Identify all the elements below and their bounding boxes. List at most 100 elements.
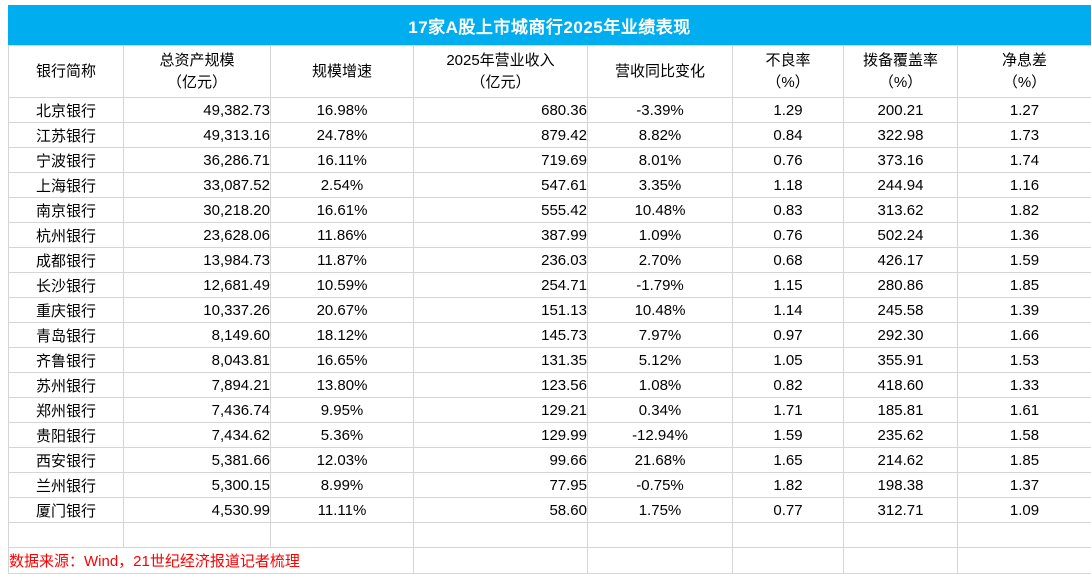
column-header-nim: 净息差（%）	[958, 46, 1091, 98]
cell-revenue: 99.66	[414, 448, 588, 473]
cell-rev_change: -0.75%	[588, 473, 733, 498]
column-header-label: 2025年营业收入	[414, 50, 587, 72]
cell-growth: 16.65%	[271, 348, 414, 373]
cell-npl: 1.71	[733, 398, 844, 423]
empty-cell	[271, 523, 414, 548]
cell-rev_change: 1.75%	[588, 498, 733, 523]
empty-cell	[733, 548, 844, 574]
cell-assets: 30,218.20	[124, 198, 271, 223]
cell-bank: 宁波银行	[9, 148, 124, 173]
cell-revenue: 131.35	[414, 348, 588, 373]
cell-rev_change: 10.48%	[588, 198, 733, 223]
cell-npl: 1.15	[733, 273, 844, 298]
cell-coverage: 426.17	[844, 248, 958, 273]
cell-revenue: 145.73	[414, 323, 588, 348]
cell-nim: 1.39	[958, 298, 1091, 323]
cell-growth: 11.86%	[271, 223, 414, 248]
cell-npl: 0.82	[733, 373, 844, 398]
column-header-assets: 总资产规模（亿元）	[124, 46, 271, 98]
cell-bank: 北京银行	[9, 98, 124, 123]
cell-npl: 1.29	[733, 98, 844, 123]
cell-nim: 1.09	[958, 498, 1091, 523]
cell-npl: 1.14	[733, 298, 844, 323]
cell-nim: 1.61	[958, 398, 1091, 423]
column-header-unit: （亿元）	[414, 72, 587, 94]
cell-revenue: 680.36	[414, 98, 588, 123]
column-header-unit: （%）	[844, 72, 957, 94]
empty-cell	[844, 548, 958, 574]
column-header-label: 不良率	[733, 50, 843, 72]
cell-growth: 11.87%	[271, 248, 414, 273]
cell-nim: 1.66	[958, 323, 1091, 348]
cell-nim: 1.85	[958, 448, 1091, 473]
cell-npl: 1.05	[733, 348, 844, 373]
cell-bank: 上海银行	[9, 173, 124, 198]
cell-rev_change: 8.82%	[588, 123, 733, 148]
cell-assets: 7,436.74	[124, 398, 271, 423]
cell-nim: 1.16	[958, 173, 1091, 198]
cell-growth: 18.12%	[271, 323, 414, 348]
cell-npl: 0.68	[733, 248, 844, 273]
column-header-unit: （亿元）	[124, 72, 270, 94]
cell-coverage: 198.38	[844, 473, 958, 498]
cell-growth: 9.95%	[271, 398, 414, 423]
cell-revenue: 129.21	[414, 398, 588, 423]
cell-coverage: 245.58	[844, 298, 958, 323]
column-header-growth: 规模增速	[271, 46, 414, 98]
cell-coverage: 280.86	[844, 273, 958, 298]
cell-npl: 0.84	[733, 123, 844, 148]
cell-bank: 西安银行	[9, 448, 124, 473]
cell-nim: 1.74	[958, 148, 1091, 173]
cell-coverage: 235.62	[844, 423, 958, 448]
cell-revenue: 387.99	[414, 223, 588, 248]
cell-assets: 12,681.49	[124, 273, 271, 298]
column-header-revenue: 2025年营业收入（亿元）	[414, 46, 588, 98]
cell-bank: 长沙银行	[9, 273, 124, 298]
cell-revenue: 77.95	[414, 473, 588, 498]
cell-revenue: 879.42	[414, 123, 588, 148]
cell-revenue: 58.60	[414, 498, 588, 523]
column-header-label: 总资产规模	[124, 50, 270, 72]
cell-npl: 0.83	[733, 198, 844, 223]
cell-coverage: 312.71	[844, 498, 958, 523]
cell-growth: 16.61%	[271, 198, 414, 223]
source-row: 数据来源：Wind，21世纪经济报道记者梳理	[9, 548, 1091, 574]
column-header-label: 银行简称	[9, 61, 123, 83]
cell-nim: 1.73	[958, 123, 1091, 148]
cell-assets: 49,313.16	[124, 123, 271, 148]
empty-cell	[9, 523, 124, 548]
empty-cell	[844, 523, 958, 548]
cell-revenue: 555.42	[414, 198, 588, 223]
empty-cell	[414, 548, 588, 574]
empty-cell	[124, 523, 271, 548]
cell-npl: 0.77	[733, 498, 844, 523]
empty-row	[9, 523, 1091, 548]
cell-npl: 0.97	[733, 323, 844, 348]
empty-cell	[733, 523, 844, 548]
cell-revenue: 236.03	[414, 248, 588, 273]
cell-nim: 1.27	[958, 98, 1091, 123]
column-header-label: 营收同比变化	[588, 61, 732, 83]
column-header-unit: （%）	[733, 72, 843, 94]
cell-rev_change: -1.79%	[588, 273, 733, 298]
cell-growth: 8.99%	[271, 473, 414, 498]
cell-nim: 1.33	[958, 373, 1091, 398]
cell-npl: 1.59	[733, 423, 844, 448]
cell-coverage: 313.62	[844, 198, 958, 223]
column-header-unit: （%）	[958, 72, 1091, 94]
data-source-note: 数据来源：Wind，21世纪经济报道记者梳理	[9, 548, 414, 574]
cell-coverage: 322.98	[844, 123, 958, 148]
cell-bank: 兰州银行	[9, 473, 124, 498]
